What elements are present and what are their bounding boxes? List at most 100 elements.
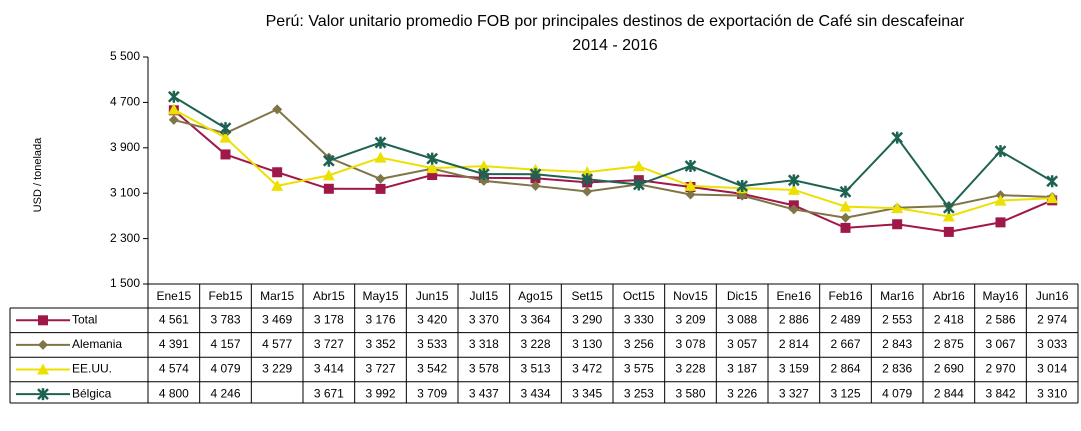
table-cell: 3 318	[469, 337, 499, 351]
legend-marker	[38, 315, 48, 326]
x-tick-label: Feb16	[828, 289, 862, 303]
series-line	[173, 108, 1053, 218]
table-cell: 2 667	[830, 337, 860, 351]
table-cell: 2 836	[882, 362, 912, 376]
x-tick-label: Nov15	[673, 289, 708, 303]
table-cell: 3 078	[675, 337, 705, 351]
marker	[839, 185, 852, 198]
series-line	[173, 95, 1053, 210]
marker	[840, 212, 851, 223]
x-tick-label: Jun15	[416, 289, 449, 303]
marker	[994, 145, 1007, 158]
table-cell: 3 327	[779, 386, 809, 400]
table-cell: 3 229	[262, 362, 292, 376]
marker	[582, 186, 593, 197]
table-cell: 3 364	[520, 312, 550, 326]
table-cell: 3 671	[314, 386, 344, 400]
table-cell: 3 533	[417, 337, 447, 351]
table-cell: 3 414	[314, 362, 344, 376]
table-cell: 2 553	[882, 312, 912, 326]
x-tick-label: Mar16	[880, 289, 914, 303]
marker	[220, 149, 231, 160]
y-tick-label: 2 300	[110, 231, 140, 245]
marker	[272, 104, 283, 115]
table-cell: 3 256	[624, 337, 654, 351]
legend-label: Bélgica	[72, 386, 112, 400]
x-tick-label: Mar15	[260, 289, 294, 303]
table-cell: 3 727	[314, 337, 344, 351]
table-cell: 2 814	[779, 337, 809, 351]
marker	[892, 219, 903, 230]
table-cell: 3 088	[727, 312, 757, 326]
table-cell: 3 345	[572, 386, 602, 400]
marker	[427, 170, 438, 181]
table-cell: 2 970	[985, 362, 1015, 376]
x-tick-label: May15	[362, 289, 398, 303]
marker	[943, 226, 954, 237]
table-cell: 2 844	[934, 386, 964, 400]
table-cell: 3 578	[469, 362, 499, 376]
chart-subtitle: 2014 - 2016	[572, 37, 658, 54]
table-cell: 2 864	[830, 362, 860, 376]
table-cell: 3 437	[469, 386, 499, 400]
marker	[788, 204, 799, 215]
marker	[219, 131, 232, 143]
marker	[477, 160, 490, 172]
marker	[581, 173, 594, 186]
table-cell: 2 843	[882, 337, 912, 351]
table-cell: 3 228	[520, 337, 550, 351]
marker	[375, 173, 386, 184]
chart-title: Perú: Valor unitario promedio FOB por pr…	[266, 13, 965, 30]
table-cell: 3 469	[262, 312, 292, 326]
table-cell: 3 709	[417, 386, 447, 400]
table-cell: 3 228	[675, 362, 705, 376]
x-tick-label: Abr16	[933, 289, 965, 303]
legend-marker	[38, 339, 48, 350]
y-tick-label: 5 500	[110, 49, 140, 63]
legend-label: Total	[72, 312, 97, 326]
table-cell: 3 125	[830, 386, 860, 400]
table-cell: 3 014	[1037, 362, 1067, 376]
table-cell: 2 886	[779, 312, 809, 326]
marker	[375, 183, 386, 194]
table-cell: 4 577	[262, 337, 292, 351]
table-cell: 3 542	[417, 362, 447, 376]
marker	[322, 154, 335, 167]
series-line	[173, 108, 1053, 219]
marker	[581, 166, 594, 178]
table-cell: 4 391	[159, 337, 189, 351]
table-cell: 3 434	[520, 386, 550, 400]
table-cell: 4 079	[210, 362, 240, 376]
table-cell: 3 842	[985, 386, 1015, 400]
table-cell: 3 178	[314, 312, 344, 326]
x-tick-label: May16	[982, 289, 1018, 303]
table-cell: 3 310	[1037, 386, 1067, 400]
table-cell: 4 574	[159, 362, 189, 376]
table-cell: 3 033	[1037, 337, 1067, 351]
marker	[787, 183, 800, 195]
marker	[167, 90, 180, 103]
marker	[684, 159, 697, 172]
table-cell: 4 157	[210, 337, 240, 351]
marker	[322, 169, 335, 181]
marker	[891, 131, 904, 144]
table-cell: 3 159	[779, 362, 809, 376]
table-cell: 4 079	[882, 386, 912, 400]
marker	[1046, 175, 1059, 188]
table-cell: 3 067	[985, 337, 1015, 351]
table-cell: 2 489	[830, 312, 860, 326]
x-tick-label: Jul15	[469, 289, 498, 303]
marker	[374, 151, 387, 163]
table-cell: 3 130	[572, 337, 602, 351]
table-cell: 3 727	[365, 362, 395, 376]
marker	[891, 202, 904, 214]
y-tick-label: 1 500	[110, 276, 140, 290]
x-tick-label: Jun16	[1036, 289, 1069, 303]
marker	[684, 179, 697, 191]
x-tick-label: Ene16	[776, 289, 811, 303]
marker	[632, 160, 645, 172]
marker	[1046, 192, 1059, 204]
y-tick-label: 3 100	[110, 185, 140, 199]
table-cell: 4 246	[210, 386, 240, 400]
y-tick-label: 4 700	[110, 95, 140, 109]
